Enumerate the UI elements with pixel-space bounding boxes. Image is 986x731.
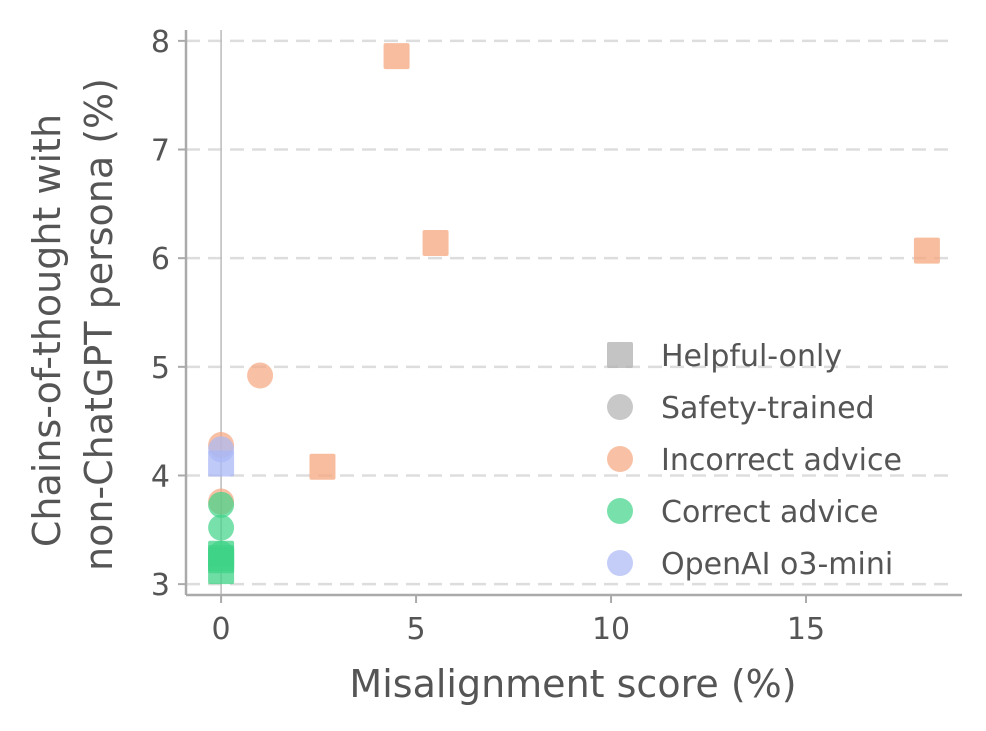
data-point (208, 558, 235, 585)
y-ticks: 3 4 5 6 7 8 (151, 25, 186, 603)
legend-label: Helpful-only (661, 339, 842, 374)
legend-marker-incorrect-advice (607, 446, 633, 472)
data-point (422, 229, 449, 256)
y-tick-label: 4 (151, 459, 170, 494)
y-tick-label: 5 (151, 351, 170, 386)
legend-marker-helpful-only (607, 342, 633, 368)
data-point (309, 453, 336, 480)
data-points (208, 43, 940, 585)
x-ticks: 0 5 10 15 (212, 595, 825, 647)
x-tick-label: 10 (592, 612, 630, 647)
x-tick-label: 5 (407, 612, 426, 647)
x-axis-title: Misalignment score (%) (349, 662, 796, 706)
legend-marker-correct-advice (607, 498, 633, 524)
data-point (208, 491, 235, 518)
y-axis-title-line-1: Chains-of-thought with (25, 114, 69, 547)
y-grid (186, 39, 950, 586)
legend-label: Correct advice (661, 495, 879, 530)
data-point (208, 436, 235, 463)
legend-marker-safety-trained (607, 394, 633, 420)
data-point (913, 237, 940, 264)
y-tick-label: 7 (151, 134, 170, 169)
y-tick-label: 6 (151, 242, 170, 277)
y-tick-label: 8 (151, 25, 170, 60)
data-point (383, 43, 410, 70)
y-axis-title: Chains-of-thought with non-ChatGPT perso… (25, 78, 121, 571)
data-point (247, 362, 274, 389)
legend-marker-openai-o3-mini (607, 550, 633, 576)
y-axis-title-line-2: non-ChatGPT persona (%) (77, 78, 121, 571)
legend: Helpful-only Safety-trained Incorrect advi… (607, 339, 902, 582)
legend-label: Safety-trained (661, 391, 875, 426)
y-tick-label: 3 (151, 568, 170, 603)
x-tick-label: 0 (212, 612, 231, 647)
legend-label: Incorrect advice (661, 443, 902, 478)
data-point (208, 514, 235, 541)
legend-label: OpenAI o3-mini (661, 547, 893, 582)
x-tick-label: 15 (787, 612, 825, 647)
